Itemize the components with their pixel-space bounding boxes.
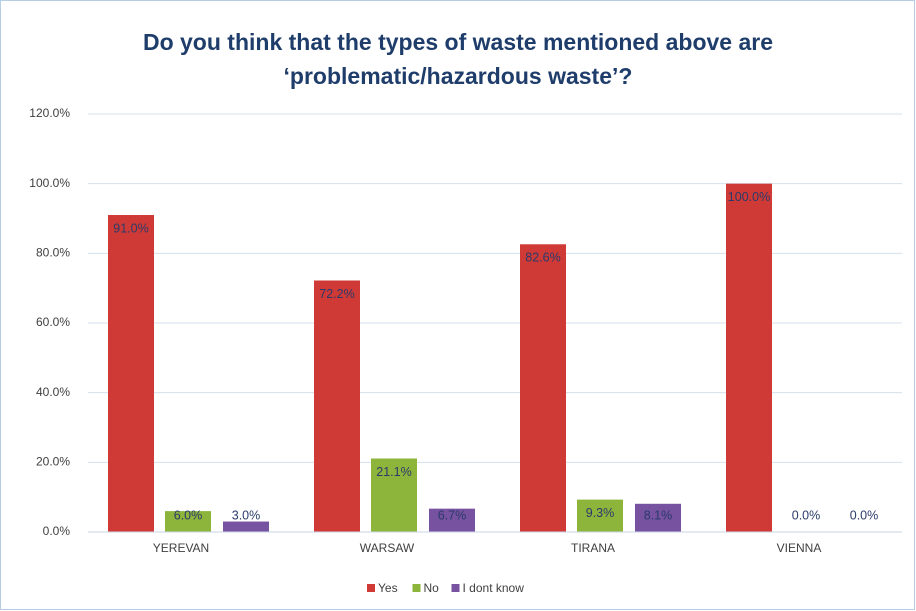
y-tick-label: 60.0% [36,315,70,329]
x-tick-label: VIENNA [777,541,822,555]
data-label: 3.0% [232,508,261,522]
bar [165,511,211,532]
data-label: 21.1% [376,465,411,479]
y-tick-label: 80.0% [36,246,70,260]
y-tick-label: 20.0% [36,455,70,469]
bar [371,458,417,532]
bar [429,508,475,532]
legend-swatch [451,584,460,592]
legend-swatch [367,584,375,592]
data-label: 82.6% [525,251,560,265]
bar [314,280,360,532]
bar [635,503,681,532]
bar [108,215,154,532]
y-tick-label: 40.0% [36,385,70,399]
bar [223,521,269,532]
data-label: 91.0% [113,221,148,235]
x-tick-label: YEREVAN [153,541,209,555]
x-tick-label: TIRANA [571,541,615,555]
data-label: 0.0% [792,508,821,522]
data-label: 72.2% [319,287,354,301]
legend-label: I dont know [463,581,525,595]
data-label: 0.0% [850,508,879,522]
data-label: 100.0% [728,190,770,204]
bar [520,244,566,532]
legend-label: No [424,581,440,595]
x-tick-label: WARSAW [360,541,415,555]
legend-swatch [412,584,421,592]
bar [726,183,772,532]
data-label: 6.0% [174,508,203,522]
data-label: 6.7% [438,508,467,522]
bar [577,499,623,532]
chart-title: Do you think that the types of waste men… [143,29,773,55]
y-tick-label: 0.0% [43,524,71,538]
data-label: 9.3% [586,506,615,520]
chart-title: ‘problematic/hazardous waste’? [284,63,633,89]
y-tick-label: 120.0% [29,106,70,120]
y-tick-label: 100.0% [29,176,70,190]
legend-label: Yes [378,581,398,595]
data-label: 8.1% [644,508,673,522]
